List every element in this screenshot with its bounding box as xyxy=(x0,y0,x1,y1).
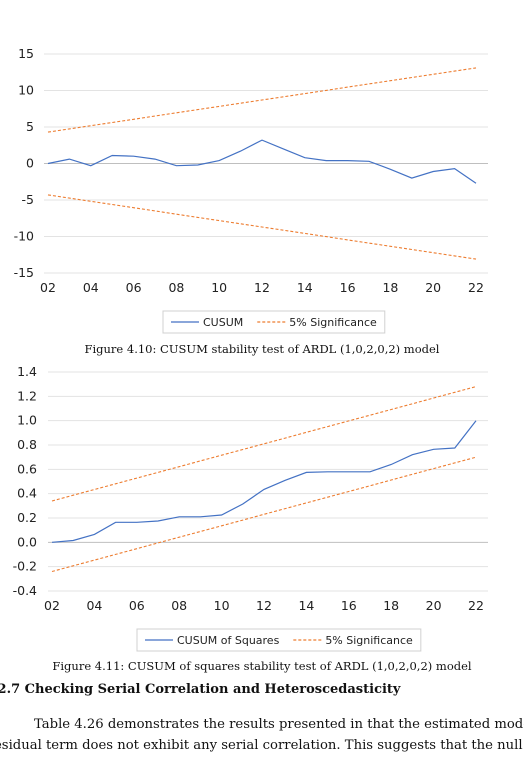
x-tick-label: 12 xyxy=(254,280,270,295)
y-tick-label: 0.2 xyxy=(17,510,37,525)
figure-4-11-caption: Figure 4.11: CUSUM of squares stability … xyxy=(52,659,472,673)
cusum-of-squares-chart: 1.4 1.2 1.0 0.8 0.6 0.4 0.2 0.0 -0.2 -0.4 02 04 06 08… xyxy=(13,364,488,652)
x-tick-label: 02 xyxy=(44,598,60,613)
x-tick-label: 08 xyxy=(168,280,184,295)
significance-line-1 xyxy=(47,67,477,133)
legend-box xyxy=(136,628,422,652)
y-tick-label: 0.8 xyxy=(17,437,37,452)
y-tick-label: -0.4 xyxy=(13,583,37,598)
x-tick-label: 04 xyxy=(86,598,102,613)
x-tick-label: 04 xyxy=(83,280,99,295)
x-tick-label: 10 xyxy=(211,280,227,295)
cusum-chart: 15 10 5 0 -5 -10 -15 02 04 06 08 10 12 14 16 18 20 22 CUSU… xyxy=(14,46,488,334)
y-tick-label: -5 xyxy=(22,192,34,207)
x-tick-label: 12 xyxy=(256,598,272,613)
x-tick-label: 22 xyxy=(468,280,484,295)
x-tick-label: 16 xyxy=(340,280,356,295)
legend-label: CUSUM xyxy=(203,316,243,329)
paragraph-line-1: Table 4.26 demonstrates the results pres… xyxy=(34,717,524,732)
x-tick-label: 06 xyxy=(126,280,142,295)
significance-line-2 xyxy=(51,456,477,573)
y-tick-label: -0.2 xyxy=(13,559,37,574)
y-tick-label: 0 xyxy=(26,156,34,171)
significance-line-2 xyxy=(47,194,477,260)
x-tick-label: 08 xyxy=(171,598,187,613)
y-tick-label: 1.2 xyxy=(17,388,37,403)
chart-legend: CUSUM 5% Significance xyxy=(162,310,386,334)
x-tick-label: 14 xyxy=(297,280,313,295)
y-tick-label: 1.0 xyxy=(17,413,37,428)
statistic-line-0 xyxy=(47,139,477,184)
x-tick-label: 16 xyxy=(341,598,357,613)
y-tick-label: -15 xyxy=(14,265,34,280)
legend-label: CUSUM of Squares xyxy=(177,634,280,647)
significance-line-1 xyxy=(51,386,477,502)
y-tick-label: 15 xyxy=(18,46,34,61)
legend-label: 5% Significance xyxy=(325,634,413,647)
y-tick-label: 5 xyxy=(26,119,34,134)
y-tick-label: 0.0 xyxy=(17,534,37,549)
x-tick-label: 20 xyxy=(426,598,442,613)
x-tick-label: 10 xyxy=(214,598,230,613)
chart-legend: CUSUM of Squares 5% Significance xyxy=(136,628,422,652)
legend-box xyxy=(162,310,386,334)
figure-4-10-caption: Figure 4.10: CUSUM stability test of ARD… xyxy=(84,342,440,356)
y-tick-label: 10 xyxy=(18,83,34,98)
y-tick-label: -10 xyxy=(14,229,34,244)
x-tick-label: 06 xyxy=(129,598,145,613)
y-tick-label: 1.4 xyxy=(17,364,37,379)
x-tick-label: 20 xyxy=(425,280,441,295)
legend-label: 5% Significance xyxy=(289,316,377,329)
x-tick-label: 14 xyxy=(298,598,314,613)
x-tick-label: 18 xyxy=(383,598,399,613)
x-tick-label: 22 xyxy=(468,598,484,613)
statistic-line-0 xyxy=(51,420,477,543)
section-heading: .2.7 Checking Serial Correlation and Het… xyxy=(0,682,401,697)
y-tick-label: 0.4 xyxy=(17,486,37,501)
x-tick-label: 18 xyxy=(382,280,398,295)
paragraph-line-2: esidual term does not exhibit any serial… xyxy=(0,738,523,753)
x-tick-label: 02 xyxy=(40,280,56,295)
y-tick-label: 0.6 xyxy=(17,461,37,476)
